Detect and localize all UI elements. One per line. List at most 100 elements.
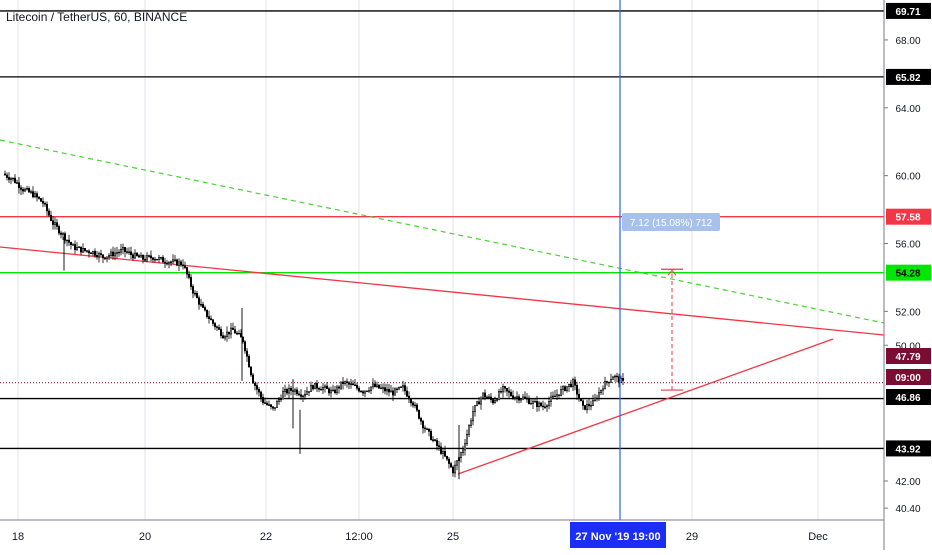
candle-body — [313, 383, 316, 390]
candle-body — [94, 250, 97, 256]
candle-body — [220, 329, 223, 336]
candle-body — [583, 405, 586, 410]
candle-body — [621, 378, 624, 381]
candle-body — [267, 404, 270, 406]
candle-body — [589, 405, 592, 407]
candle-body — [347, 382, 350, 385]
candle-body — [465, 434, 468, 444]
candle-body — [271, 406, 274, 409]
candle-body — [84, 248, 87, 251]
candle-body — [43, 202, 46, 205]
candle-body — [120, 248, 123, 253]
candle-body — [252, 374, 255, 384]
candle-body — [373, 383, 376, 387]
candle-body — [17, 182, 20, 189]
candle-body — [102, 254, 105, 259]
candle-body — [76, 246, 79, 250]
candle-body — [250, 366, 253, 376]
candle-body — [401, 385, 404, 388]
candle-body — [463, 443, 466, 451]
x-tick-label: 22 — [260, 531, 272, 543]
candle-body — [593, 397, 596, 401]
candle-body — [447, 458, 450, 464]
candle-body — [327, 388, 330, 394]
candle-body — [293, 389, 296, 392]
candle-body — [190, 277, 193, 287]
candle-body — [545, 405, 548, 408]
candle-body — [461, 449, 464, 454]
candle-body — [467, 425, 470, 435]
candle-body — [295, 389, 298, 395]
candle-body — [513, 397, 516, 399]
candle-body — [21, 189, 24, 192]
candle-body — [218, 327, 221, 330]
price-badge — [886, 348, 931, 364]
candle-body — [573, 379, 576, 386]
candle-body — [202, 304, 205, 308]
candle-body — [238, 333, 241, 335]
candle-body — [355, 384, 358, 389]
candle-body — [367, 390, 370, 392]
candle-body — [273, 407, 276, 409]
candle-body — [321, 387, 324, 391]
x-tick-label: 25 — [447, 531, 459, 543]
x-tick-label: 18 — [12, 531, 24, 543]
candle-body — [473, 405, 476, 412]
candle-body — [14, 177, 17, 183]
candle-body — [82, 248, 85, 253]
candle-body — [148, 255, 151, 257]
candle-body — [409, 398, 412, 404]
y-tick-label: 52.00 — [895, 307, 920, 318]
candle-body — [365, 390, 368, 393]
candle-body — [254, 382, 257, 386]
candle-body — [90, 252, 93, 255]
candle-body — [437, 445, 440, 448]
candle-body — [297, 393, 300, 396]
candle-body — [164, 261, 167, 264]
y-tick-label: 60.00 — [895, 172, 920, 183]
price-badge-label: 47.79 — [895, 352, 920, 363]
candle-body — [134, 252, 137, 259]
candle-body — [259, 391, 262, 398]
candle-body — [383, 387, 386, 392]
candle-body — [269, 404, 272, 407]
candle-body — [529, 403, 532, 405]
candle-body — [122, 247, 125, 250]
candle-body — [559, 389, 562, 396]
candle-body — [70, 242, 73, 245]
candle-body — [359, 390, 362, 393]
candle-body — [23, 188, 26, 192]
candle-body — [74, 244, 77, 250]
candle-body — [104, 257, 107, 260]
candle-body — [511, 395, 514, 399]
candle-body — [445, 455, 448, 460]
candle-body — [138, 255, 141, 258]
candle-body — [281, 391, 284, 400]
candle-body — [391, 390, 394, 396]
candle-body — [525, 397, 528, 400]
candle-body — [12, 177, 15, 180]
candle-body — [59, 232, 62, 235]
candle-body — [571, 379, 574, 387]
candle-body — [613, 375, 616, 378]
candle-body — [98, 253, 101, 258]
candle-body — [156, 258, 159, 261]
candle-body — [551, 395, 554, 398]
x-tick-label: 20 — [139, 531, 151, 543]
candle-body — [311, 385, 314, 390]
candle-body — [140, 255, 143, 258]
candle-body — [37, 196, 40, 199]
candle-body — [228, 331, 231, 335]
candle-body — [142, 255, 145, 260]
candle-body — [226, 331, 229, 337]
candle-body — [144, 259, 147, 261]
candle-body — [503, 386, 506, 389]
candle-body — [469, 420, 472, 426]
candle-body — [66, 239, 69, 242]
y-tick-label: 42.00 — [895, 477, 920, 488]
candle-body — [407, 395, 410, 400]
candle-body — [591, 400, 594, 406]
candle-body — [305, 391, 308, 395]
candle-body — [309, 385, 312, 392]
